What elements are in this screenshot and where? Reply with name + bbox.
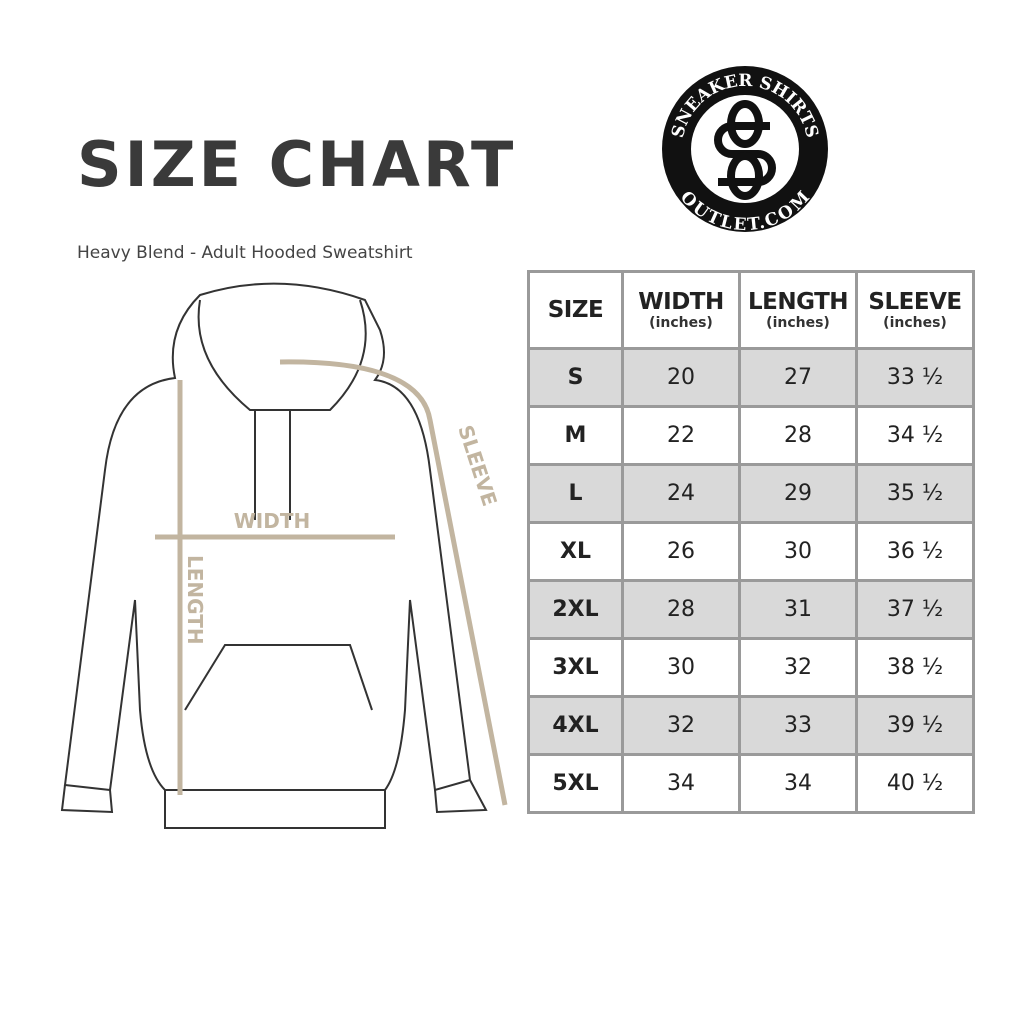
size-cell: 3XL (527, 637, 624, 698)
sleeve-label: SLEEVE (453, 422, 502, 509)
sleeve-cell: 36 ½ (855, 521, 975, 582)
length-cell: 29 (738, 463, 858, 524)
sleeve-cell: 38 ½ (855, 637, 975, 698)
length-cell: 34 (738, 753, 858, 814)
table-row: 4XL 32 33 39 ½ (527, 695, 975, 756)
table-row: 2XL 28 31 37 ½ (527, 579, 975, 640)
table-header-row: SIZE WIDTH (inches) LENGTH (inches) SLEEVE… (527, 270, 975, 350)
monogram-icon (714, 100, 776, 200)
size-cell: XL (527, 521, 624, 582)
sleeve-cell: 35 ½ (855, 463, 975, 524)
column-header-width: WIDTH (inches) (621, 270, 741, 350)
brand-logo: SNEAKER SHIRTS OUTLET.COM (662, 66, 828, 234)
table-row: 3XL 30 32 38 ½ (527, 637, 975, 698)
size-cell: S (527, 347, 624, 408)
size-cell: 4XL (527, 695, 624, 756)
width-cell: 34 (621, 753, 741, 814)
width-cell: 30 (621, 637, 741, 698)
size-cell: 5XL (527, 753, 624, 814)
length-cell: 27 (738, 347, 858, 408)
column-header-size: SIZE (527, 270, 624, 350)
length-label: LENGTH (183, 555, 207, 645)
width-cell: 24 (621, 463, 741, 524)
length-cell: 33 (738, 695, 858, 756)
length-cell: 28 (738, 405, 858, 466)
width-label: WIDTH (234, 509, 310, 533)
page-title: SIZE CHART (77, 128, 517, 201)
table-row: 5XL 34 34 40 ½ (527, 753, 975, 814)
width-cell: 32 (621, 695, 741, 756)
width-cell: 28 (621, 579, 741, 640)
size-cell: L (527, 463, 624, 524)
hoodie-outline (60, 282, 488, 829)
length-cell: 31 (738, 579, 858, 640)
hoodie-diagram: WIDTH LENGTH SLEEVE (60, 282, 508, 829)
length-cell: 30 (738, 521, 858, 582)
sleeve-cell: 33 ½ (855, 347, 975, 408)
table-row: M 22 28 34 ½ (527, 405, 975, 466)
size-cell: 2XL (527, 579, 624, 640)
width-cell: 22 (621, 405, 741, 466)
column-header-length: LENGTH (inches) (738, 270, 858, 350)
size-table: SIZE WIDTH (inches) LENGTH (inches) SLEEVE… (527, 270, 975, 814)
sleeve-cell: 34 ½ (855, 405, 975, 466)
table-row: L 24 29 35 ½ (527, 463, 975, 524)
sleeve-cell: 39 ½ (855, 695, 975, 756)
table-row: XL 26 30 36 ½ (527, 521, 975, 582)
width-cell: 26 (621, 521, 741, 582)
sleeve-cell: 37 ½ (855, 579, 975, 640)
page-subtitle: Heavy Blend - Adult Hooded Sweatshirt (77, 243, 413, 263)
column-header-sleeve: SLEEVE (inches) (855, 270, 975, 350)
sleeve-cell: 40 ½ (855, 753, 975, 814)
table-row: S 20 27 33 ½ (527, 347, 975, 408)
size-cell: M (527, 405, 624, 466)
length-cell: 32 (738, 637, 858, 698)
measurement-arrows (155, 359, 508, 806)
width-cell: 20 (621, 347, 741, 408)
